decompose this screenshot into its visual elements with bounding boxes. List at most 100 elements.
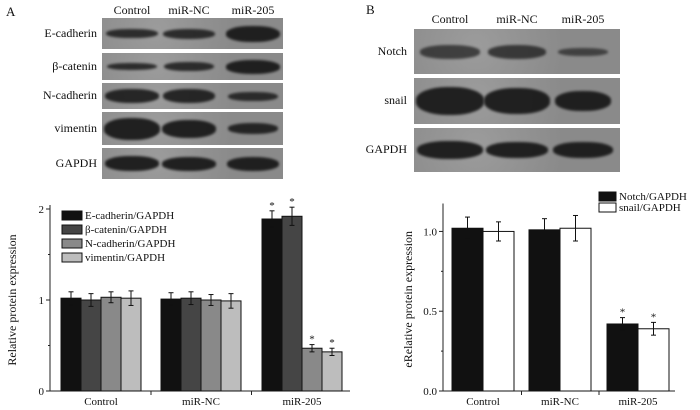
- blot-strip: [102, 53, 283, 80]
- blot-band: [555, 91, 611, 111]
- bar: [559, 227, 592, 392]
- blot-band: [486, 142, 548, 158]
- blot-band: [488, 44, 546, 59]
- panel-b-lane-control: Control: [431, 12, 469, 26]
- blot-band: [106, 29, 158, 38]
- legend-swatch: [598, 191, 617, 202]
- x-tick-label: miR-NC: [541, 396, 579, 408]
- bar: [482, 230, 515, 392]
- blot-band: [420, 44, 480, 59]
- blot-label: E-cadherin: [44, 25, 97, 40]
- bar: [606, 323, 639, 392]
- blot-band: [107, 63, 157, 70]
- blot-band: [228, 123, 278, 134]
- panel-a-lane-mir-nc: miR-NC: [168, 3, 210, 17]
- y-axis-label: eRelative protein expression: [401, 231, 415, 368]
- blot-label: snail: [384, 93, 407, 107]
- blot-strip: [414, 128, 620, 172]
- blot-label: β-catenin: [52, 58, 97, 73]
- blot-band: [553, 142, 613, 158]
- bar: [321, 351, 343, 392]
- bar: [180, 297, 202, 392]
- bar: [100, 296, 122, 392]
- blot-label: Notch: [377, 43, 407, 58]
- bar: [220, 300, 242, 392]
- bar: [637, 328, 670, 392]
- blot-band: [484, 88, 550, 114]
- blot-band: [226, 59, 280, 74]
- legend-swatch: [61, 210, 83, 221]
- legend-label: snail/GAPDH: [619, 202, 681, 214]
- bar: [451, 227, 484, 392]
- legend-label: vimentin/GAPDH: [85, 252, 165, 264]
- significance-marker: *: [329, 337, 335, 349]
- y-tick-label: 0.5: [423, 306, 437, 318]
- blot-band: [558, 47, 608, 56]
- significance-marker: *: [309, 334, 315, 346]
- significance-marker: *: [651, 311, 657, 323]
- y-tick-label: 0: [39, 386, 45, 398]
- blot-strip: [102, 18, 283, 49]
- blot-band: [226, 25, 280, 42]
- x-tick-label: miR-205: [618, 396, 658, 408]
- y-tick-label: 2: [39, 204, 45, 216]
- blot-label: GAPDH: [365, 142, 407, 156]
- legend-label: β-catenin/GAPDH: [85, 224, 167, 236]
- bar: [120, 297, 142, 392]
- legend-swatch: [61, 224, 83, 235]
- panel-a-lane-mir-205: miR-205: [231, 3, 275, 17]
- panel-b-lane-mir-nc: miR-NC: [496, 12, 538, 26]
- legend-swatch: [61, 252, 83, 263]
- bar: [80, 299, 102, 392]
- blot-band: [163, 89, 215, 103]
- panel-b-lane-mir-205: miR-205: [561, 12, 605, 26]
- x-tick-label: miR-NC: [182, 396, 220, 408]
- legend-swatch: [61, 238, 83, 249]
- x-tick-label: Control: [466, 396, 500, 408]
- blot-label: vimentin: [54, 120, 97, 135]
- legend-swatch: [598, 202, 617, 213]
- blot-strip: [102, 112, 283, 145]
- blot-strip: [102, 83, 283, 109]
- bar: [60, 297, 82, 392]
- bar: [301, 347, 323, 392]
- legend-label: N-cadherin/GAPDH: [85, 238, 175, 250]
- y-axis-label: Relative protein expression: [5, 234, 19, 365]
- significance-marker: *: [289, 196, 295, 208]
- blot-label: GAPDH: [55, 155, 97, 170]
- blot-band: [417, 141, 483, 159]
- blot-band: [227, 156, 279, 171]
- blot-band: [228, 91, 278, 101]
- y-tick-label: 0.0: [423, 386, 437, 398]
- blot-strip: [414, 29, 620, 74]
- panel-b-letter: B: [366, 2, 375, 17]
- blot-band: [105, 156, 159, 171]
- legend-label: E-cadherin/GAPDH: [85, 210, 174, 222]
- blot-band: [416, 87, 484, 115]
- blot-band: [162, 119, 216, 138]
- significance-marker: *: [269, 200, 275, 212]
- bar: [281, 215, 303, 392]
- blot-strip: [102, 148, 283, 179]
- x-tick-label: Control: [84, 396, 118, 408]
- panel-a-letter: A: [6, 4, 16, 19]
- blot-band: [164, 62, 214, 71]
- blot-band: [163, 28, 215, 39]
- blot-band: [162, 156, 216, 171]
- blot-band: [105, 89, 159, 103]
- y-tick-label: 1: [39, 295, 45, 307]
- bar: [528, 229, 561, 392]
- x-tick-label: miR-205: [282, 396, 322, 408]
- legend-label: Notch/GAPDH: [619, 191, 687, 203]
- significance-marker: *: [620, 307, 626, 319]
- bar: [261, 218, 283, 392]
- blot-strip: [414, 78, 620, 124]
- blot-label: N-cadherin: [43, 88, 97, 102]
- bar: [160, 298, 182, 392]
- bar: [200, 299, 222, 392]
- y-tick-label: 1.0: [423, 226, 437, 238]
- panel-a-lane-control: Control: [113, 3, 151, 17]
- blot-band: [104, 117, 160, 140]
